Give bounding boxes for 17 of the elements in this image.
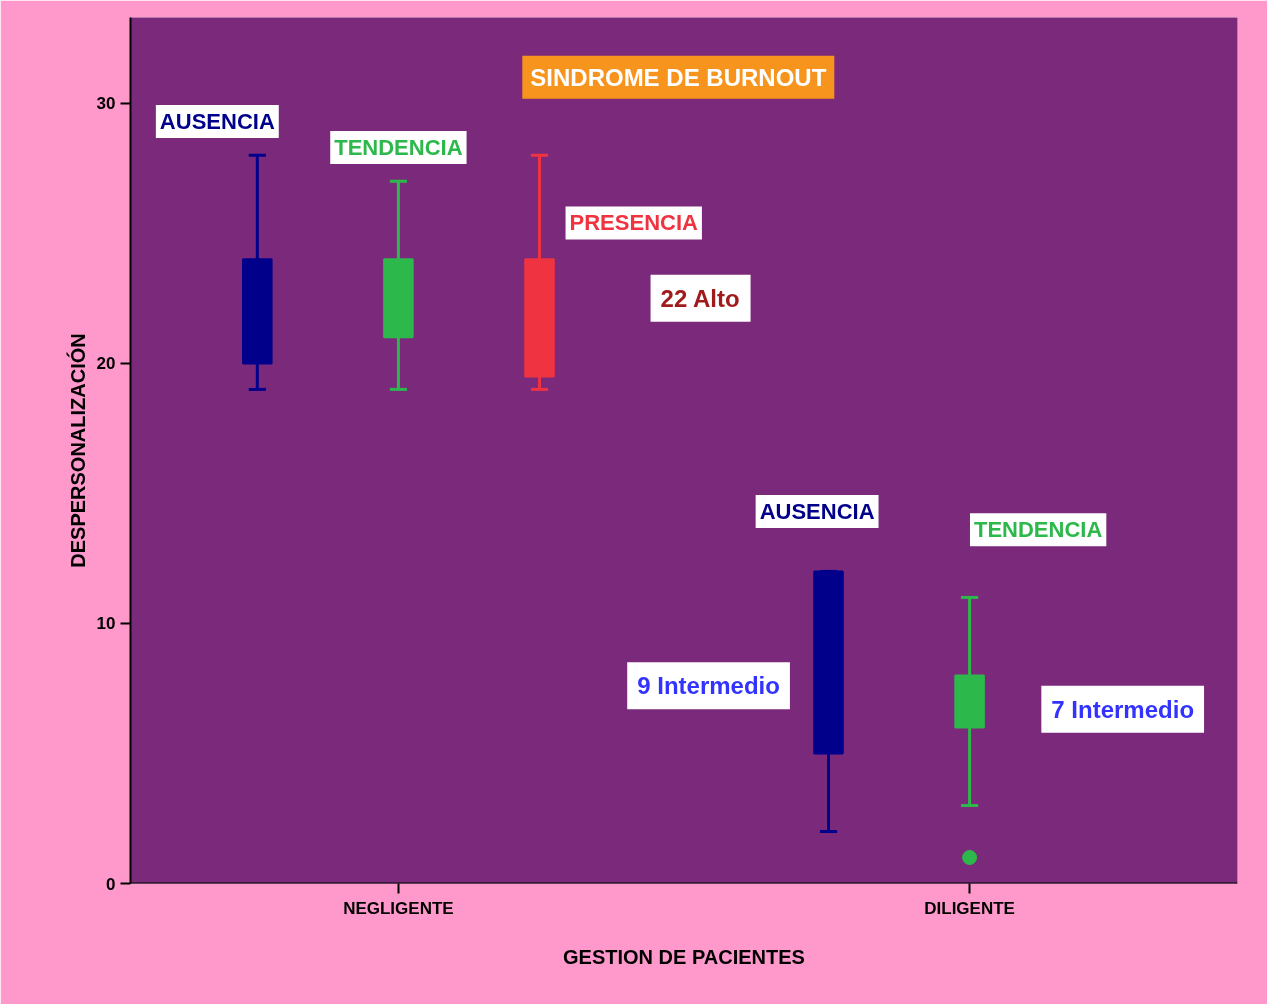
legend-title: SINDROME DE BURNOUT <box>530 63 827 91</box>
y-tick-label: 0 <box>106 874 116 894</box>
text: AUSENCIA <box>759 499 875 525</box>
y-tick-label: 30 <box>96 94 116 114</box>
text: TENDENCIA <box>973 517 1103 543</box>
text: TENDENCIA <box>334 135 463 161</box>
annotation: 22 Alto <box>660 284 740 312</box>
x-axis-title: GESTION DE PACIENTES <box>563 945 805 968</box>
y-tick-label: 10 <box>96 614 116 634</box>
text: AUSENCIA <box>159 109 275 135</box>
annotation: 9 Intermedio <box>637 672 780 700</box>
y-tick-label: 20 <box>96 354 116 374</box>
series-label: PRESENCIA <box>569 210 699 236</box>
x-tick-label: NEGLIGENTE <box>343 898 454 918</box>
annotation: 7 Intermedio <box>1051 695 1195 723</box>
y-axis-title: DESPERSONALIZACIÓN <box>65 333 89 568</box>
x-tick-label: DILIGENTE <box>924 898 1015 918</box>
